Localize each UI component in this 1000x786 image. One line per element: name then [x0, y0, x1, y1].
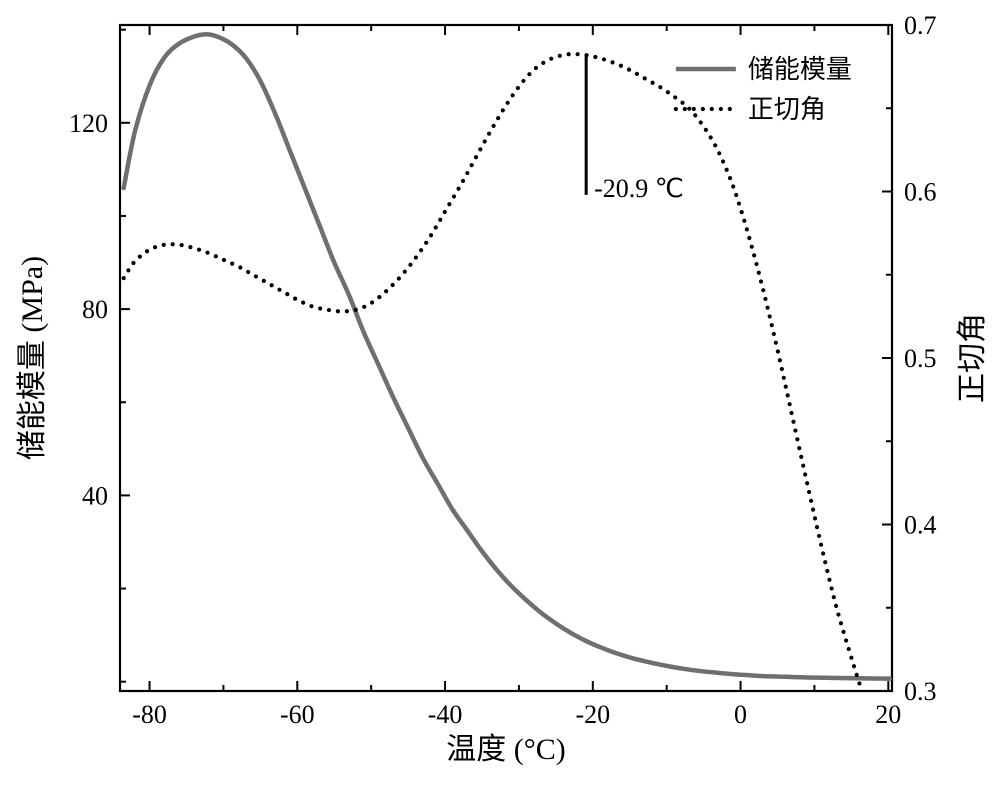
- legend-swatch: [692, 107, 696, 111]
- chart-svg: -80 -60 -40 -20 0 20 40 80 120 0.3 0.4 0.5 0.6 0.7 温度 …: [0, 0, 1000, 781]
- yl-tick-label: 80: [82, 295, 108, 324]
- y-right-axis-label: 正切角: [956, 313, 989, 403]
- legend-swatch: [728, 107, 732, 111]
- legend-swatch: [701, 107, 705, 111]
- yr-tick-label: 0.6: [904, 178, 937, 207]
- yl-tick-label: 120: [69, 109, 108, 138]
- yr-tick-label: 0.3: [904, 677, 937, 706]
- y-left-axis-label: 储能模量 (MPa): [16, 256, 49, 460]
- yr-tick-label: 0.4: [904, 511, 937, 540]
- legend-swatch: [719, 107, 723, 111]
- legend-swatch: [674, 107, 678, 111]
- legend-swatch: [683, 107, 687, 111]
- series-tan_delta: [122, 52, 862, 685]
- series-storage_modulus: [124, 34, 890, 678]
- legend-label: 储能模量: [748, 55, 852, 84]
- yr-tick-label: 0.5: [904, 344, 937, 373]
- x-tick-label: -20: [575, 700, 610, 729]
- dma-chart: -80 -60 -40 -20 0 20 40 80 120 0.3 0.4 0.5 0.6 0.7 温度 …: [0, 0, 1000, 781]
- legend-swatch: [710, 107, 714, 111]
- legend-label: 正切角: [748, 95, 826, 124]
- plot-frame: [120, 25, 892, 691]
- x-tick-label: 20: [875, 700, 901, 729]
- yr-tick-label: 0.7: [904, 11, 937, 40]
- annotation-label: -20.9 ℃: [594, 174, 684, 203]
- x-tick-label: -60: [280, 700, 315, 729]
- x-tick-label: 0: [734, 700, 747, 729]
- yl-tick-label: 40: [82, 481, 108, 510]
- x-axis-label: 温度 (°C): [446, 733, 566, 766]
- x-tick-label: -40: [428, 700, 463, 729]
- x-tick-label: -80: [132, 700, 167, 729]
